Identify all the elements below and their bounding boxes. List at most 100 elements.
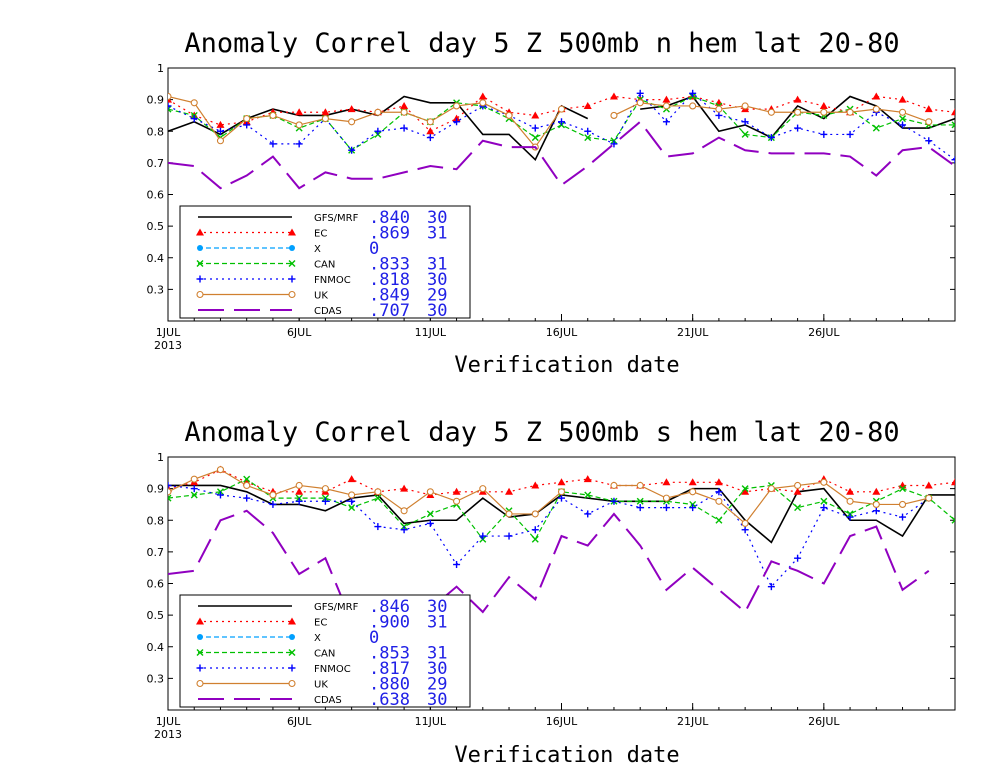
data-point [558,494,565,502]
legend-marker [289,634,295,640]
data-point [899,115,907,123]
series-cdas [168,120,955,190]
legend-series-name: FNMOC [314,664,351,675]
data-point [741,130,749,138]
data-point [584,127,592,135]
data-point [583,475,592,483]
data-point [610,497,618,505]
data-point [636,497,644,505]
data-point [924,481,933,489]
y-tick-label: 0.3 [147,283,165,296]
legend-count: 30 [427,270,447,290]
data-point [793,487,802,495]
legend-marker [196,228,204,236]
data-point [714,478,723,486]
series-line [168,95,955,132]
data-point [662,478,671,486]
series-line [168,484,930,588]
data-point [190,115,198,123]
legend-entry: FNMOC .817 30 [196,659,447,679]
series-line [168,92,955,161]
data-point [479,485,487,493]
data-point [715,488,723,496]
legend-count: 30 [427,659,447,679]
y-tick-label: 0.6 [147,189,165,202]
data-point [426,134,434,142]
data-point [478,92,487,100]
data-point [610,111,618,119]
legend-marker [289,245,295,251]
legend-count: 31 [427,644,447,664]
data-point [609,92,618,100]
y-tick-label: 0.5 [147,609,165,622]
x-tick-label: 21JUL [677,326,709,339]
legend-marker [196,664,204,672]
data-point [898,95,907,103]
data-point [168,488,172,496]
legend-marker [288,228,296,236]
data-point [531,111,540,119]
data-point [216,127,224,135]
x-tick-year-label: 2013 [154,339,182,352]
y-tick-label: 1 [157,451,164,464]
data-point [636,504,644,512]
data-point [924,105,933,113]
data-point [321,115,329,123]
data-point [295,121,303,129]
data-point [531,535,539,543]
data-point [688,478,697,486]
data-point [295,497,303,505]
legend-marker [288,679,296,688]
data-point [321,497,329,505]
data-point [557,105,566,113]
legend-count: 30 [427,208,447,228]
data-point [636,99,644,107]
data-point [846,108,854,116]
legend-entry: EC .869 31 [196,224,447,244]
legend-series-name: EC [314,229,327,240]
legend-entry: GFS/MRF .846 30 [198,597,447,617]
data-point [452,114,461,122]
y-tick-label: 0.3 [147,672,165,685]
data-point [583,101,592,109]
chart-s-hem: Anomaly Correl day 5 Z 500mb s hem lat 2… [147,417,956,768]
legend-series-name: EC [314,618,327,629]
data-point [348,491,356,499]
data-point [767,485,775,493]
data-point [610,140,618,148]
legend-score: 0 [369,239,379,259]
plot-area [168,89,955,190]
y-tick-label: 0.4 [147,252,165,265]
legend-score: 0 [369,628,379,648]
data-point [295,481,303,490]
legend-entry: UK .880 29 [196,675,447,695]
data-point [820,504,828,512]
x-tick-label: 1JUL [156,715,181,728]
legend-entry: CDAS .638 30 [198,690,447,710]
legend-series-name: CDAS [314,695,342,706]
legend-box [179,594,471,708]
legend-count: 30 [427,597,447,617]
x-tick-label: 6JUL [287,715,312,728]
series-can [168,475,955,543]
legend-series-name: CDAS [314,306,342,317]
data-point [872,500,880,508]
x-axis-label: Verification date [454,743,679,768]
legend-series-name: UK [314,680,328,691]
data-point [584,134,592,142]
data-point [767,108,775,116]
data-point [426,127,435,135]
legend-score: .853 [369,644,410,664]
data-point [479,99,487,107]
data-point [505,487,514,495]
data-point [531,481,540,489]
data-point [846,497,854,505]
legend-count: 30 [427,690,447,710]
legend-marker [196,290,204,299]
data-point [715,105,723,113]
data-point [269,500,277,508]
legend-score: .840 [369,208,410,228]
legend-marker [196,679,204,688]
